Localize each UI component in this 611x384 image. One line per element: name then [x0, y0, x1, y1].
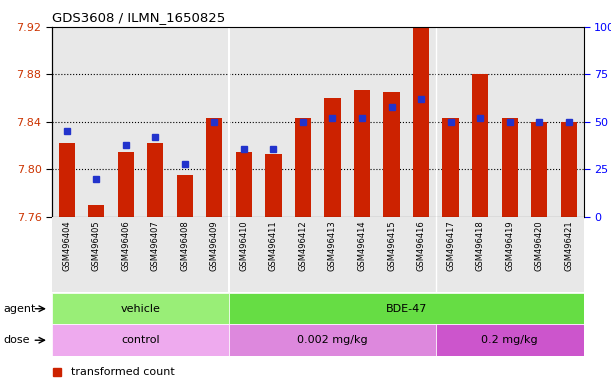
Text: GSM496418: GSM496418 — [475, 221, 485, 271]
Bar — [207, 118, 222, 217]
Bar — [472, 74, 488, 217]
Text: GSM496417: GSM496417 — [446, 221, 455, 271]
Text: control: control — [121, 335, 160, 345]
Bar — [229, 293, 584, 324]
Text: GSM496419: GSM496419 — [505, 221, 514, 271]
Text: transformed count: transformed count — [70, 367, 174, 377]
Text: 0.002 mg/kg: 0.002 mg/kg — [297, 335, 368, 345]
Bar — [236, 152, 252, 217]
Bar — [52, 324, 229, 356]
Text: agent: agent — [3, 304, 35, 314]
Text: dose: dose — [3, 335, 29, 345]
Text: GSM496406: GSM496406 — [121, 221, 130, 271]
Bar — [59, 143, 75, 217]
Bar — [384, 92, 400, 217]
Bar — [413, 27, 429, 217]
Text: vehicle: vehicle — [120, 304, 161, 314]
Bar — [229, 324, 436, 356]
Bar — [295, 118, 311, 217]
Text: GSM496412: GSM496412 — [298, 221, 307, 271]
Text: GSM496404: GSM496404 — [62, 221, 71, 271]
Text: GSM496409: GSM496409 — [210, 221, 219, 271]
Bar — [442, 118, 459, 217]
Bar — [324, 98, 340, 217]
Text: GSM496410: GSM496410 — [240, 221, 249, 271]
Text: GSM496407: GSM496407 — [151, 221, 160, 271]
Bar — [354, 90, 370, 217]
Bar — [177, 175, 193, 217]
Text: GSM496411: GSM496411 — [269, 221, 278, 271]
Bar — [531, 122, 547, 217]
Bar — [88, 205, 104, 217]
Text: GSM496414: GSM496414 — [357, 221, 367, 271]
Bar — [561, 122, 577, 217]
Text: GDS3608 / ILMN_1650825: GDS3608 / ILMN_1650825 — [52, 11, 225, 24]
Text: GSM496416: GSM496416 — [417, 221, 426, 271]
Text: GSM496420: GSM496420 — [535, 221, 544, 271]
Text: GSM496413: GSM496413 — [328, 221, 337, 271]
Bar — [118, 152, 134, 217]
Bar — [52, 293, 229, 324]
Text: BDE-47: BDE-47 — [386, 304, 427, 314]
Text: GSM496421: GSM496421 — [564, 221, 573, 271]
Bar — [147, 143, 163, 217]
Bar — [502, 118, 518, 217]
Text: 0.2 mg/kg: 0.2 mg/kg — [481, 335, 538, 345]
Bar — [265, 154, 282, 217]
Text: GSM496405: GSM496405 — [92, 221, 101, 271]
Bar — [436, 324, 584, 356]
Text: GSM496415: GSM496415 — [387, 221, 396, 271]
Text: GSM496408: GSM496408 — [180, 221, 189, 271]
